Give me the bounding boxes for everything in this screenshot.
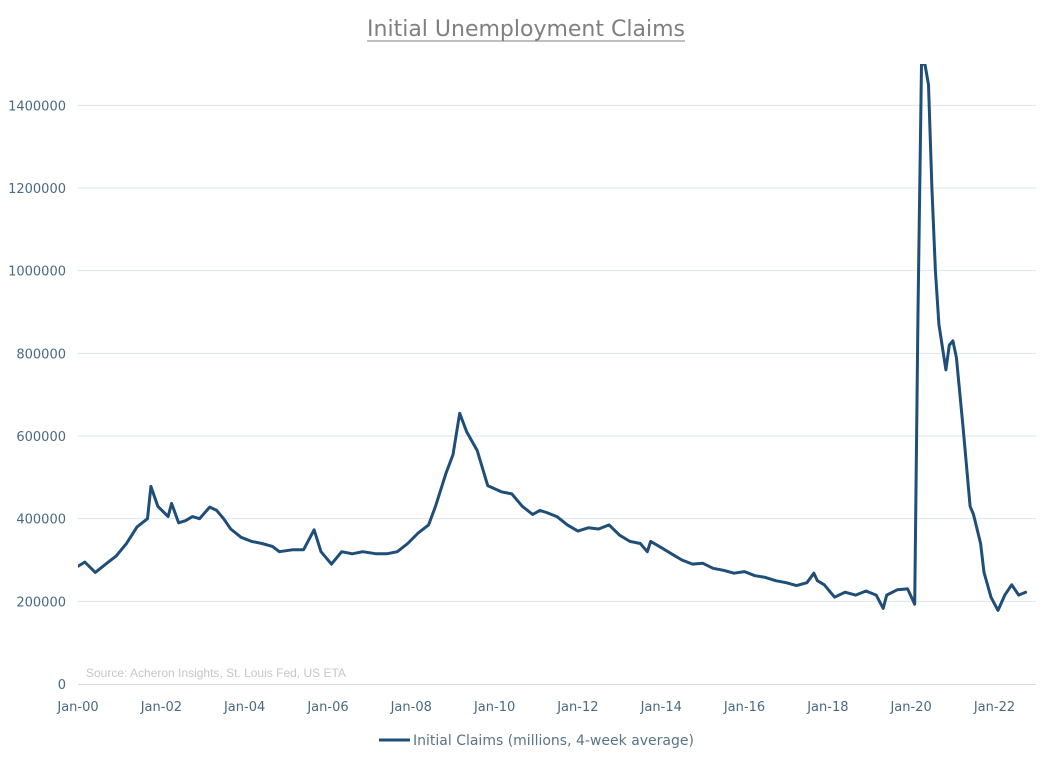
x-tick-label: Jan-18 <box>806 700 848 715</box>
x-tick-label: Jan-16 <box>723 700 765 715</box>
y-tick-label: 1000000 <box>8 265 66 280</box>
series-line <box>78 64 1028 612</box>
x-tick-label: Jan-12 <box>556 700 598 715</box>
source-note: Source: Acheron Insights, St. Louis Fed,… <box>86 666 346 680</box>
y-tick-label: 0 <box>58 678 66 693</box>
chart-title: Initial Unemployment Claims <box>367 17 685 42</box>
x-tick-label: Jan-22 <box>973 700 1015 715</box>
x-tick-label: Jan-20 <box>889 700 931 715</box>
y-tick-label: 1200000 <box>8 182 66 197</box>
x-tick-label: Jan-02 <box>140 700 182 715</box>
y-tick-label: 400000 <box>16 513 66 528</box>
x-tick-label: Jan-04 <box>223 700 265 715</box>
legend-label: Initial Claims (millions, 4-week average… <box>413 733 694 749</box>
x-tick-label: Jan-14 <box>640 700 682 715</box>
x-axis: Jan-00 Jan-02 Jan-04 Jan-06 Jan-08 Jan-10 Jan-… <box>56 700 1015 715</box>
x-tick-label: Jan-00 <box>56 700 98 715</box>
x-tick-label: Jan-08 <box>390 700 432 715</box>
plot-area <box>78 64 1028 612</box>
x-tick-label: Jan-06 <box>306 700 348 715</box>
y-tick-label: 1400000 <box>8 99 66 114</box>
y-tick-label: 800000 <box>16 347 66 362</box>
y-tick-label: 600000 <box>16 430 66 445</box>
legend: Initial Claims (millions, 4-week average… <box>379 733 694 749</box>
y-axis: 0 200000 400000 600000 800000 1000000 1200000 1… <box>8 99 66 693</box>
x-tick-label: Jan-10 <box>473 700 515 715</box>
y-tick-label: 200000 <box>16 595 66 610</box>
gridlines <box>78 104 1036 602</box>
